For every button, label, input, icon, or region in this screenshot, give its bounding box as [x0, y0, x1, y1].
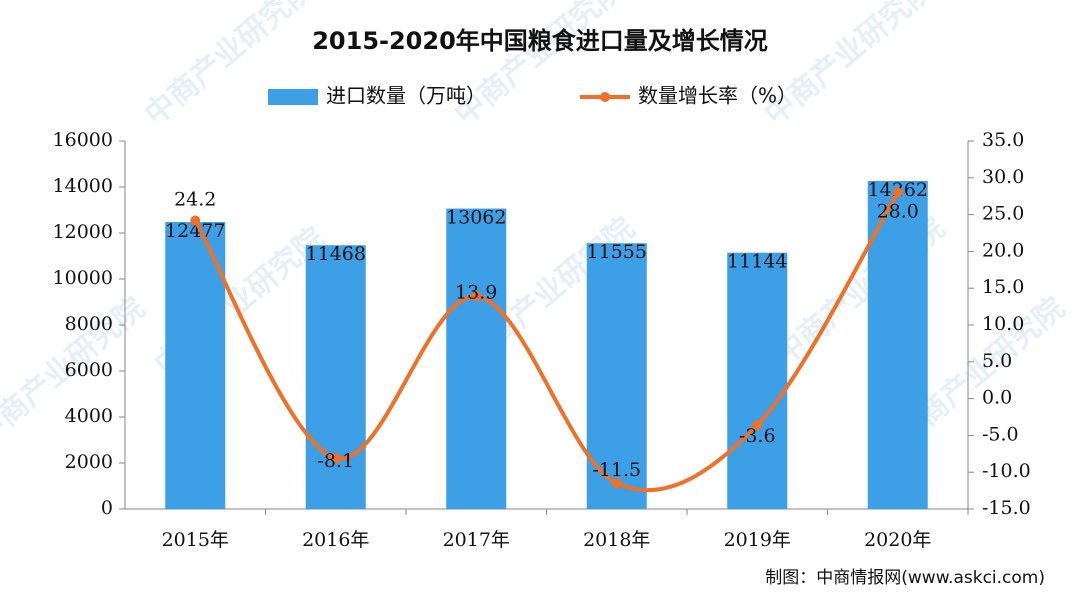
line-point: [752, 420, 763, 431]
y2-tick-label: 5.0: [982, 350, 1012, 372]
line-point: [611, 478, 622, 489]
source-note: 制图：中商情报网(www.askci.com): [765, 568, 1045, 588]
line: [193, 191, 900, 493]
line-value-label: -11.5: [592, 459, 641, 481]
line-value-label: -8.1: [317, 450, 354, 472]
bar: [727, 252, 788, 510]
y-tick-label: 0: [101, 497, 113, 519]
y2-tick-label: 35.0: [982, 129, 1024, 151]
bar: [305, 245, 366, 509]
y2-tick-label: -15.0: [982, 497, 1031, 519]
legend-label: 进口数量（万吨）: [326, 84, 486, 108]
bar-value-label: 11468: [306, 243, 366, 265]
x-tick-label: 2018年: [583, 529, 650, 551]
line-point: [330, 453, 341, 464]
y-tick-label: 10000: [53, 267, 113, 289]
y2-tick-label: 20.0: [982, 239, 1024, 261]
x-tick-label: 2015年: [162, 529, 229, 551]
line-value-label: -3.6: [739, 425, 776, 447]
line-value-label: 13.9: [455, 281, 497, 303]
bar-value-label: 13062: [446, 207, 506, 229]
watermark: 中商产业研究院: [448, 0, 631, 133]
bar: [165, 222, 226, 510]
legend-label: 数量增长率（%）: [638, 84, 797, 108]
y2-tick-label: 25.0: [982, 203, 1024, 225]
bar: [867, 180, 928, 509]
bar-value-label: 12477: [165, 220, 225, 242]
y-tick-label: 4000: [65, 405, 113, 427]
y-tick-label: 8000: [65, 313, 113, 335]
y2-tick-label: 15.0: [982, 276, 1024, 298]
x-tick-label: 2016年: [302, 529, 369, 551]
y-tick-label: 14000: [53, 175, 113, 197]
bar: [446, 208, 507, 509]
y-tick-label: 12000: [53, 221, 113, 243]
x-tick-label: 2019年: [724, 529, 791, 551]
y-tick-label: 2000: [65, 451, 113, 473]
line-point: [190, 215, 201, 226]
line-point: [892, 187, 903, 198]
watermark: 中商产业研究院: [138, 0, 321, 133]
bar-value-label: 11144: [727, 251, 787, 273]
y-tick-label: 6000: [65, 359, 113, 381]
y2-tick-label: 10.0: [982, 313, 1024, 335]
y-tick-label: 16000: [53, 129, 113, 151]
y2-tick-label: -10.0: [982, 460, 1031, 482]
x-tick-label: 2020年: [864, 529, 931, 551]
y2-tick-label: 30.0: [982, 166, 1024, 188]
x-tick-label: 2017年: [443, 529, 510, 551]
watermark: 中商产业研究院: [758, 0, 941, 133]
line-value-label: 28.0: [877, 201, 919, 223]
y2-tick-label: 0.0: [982, 387, 1012, 409]
line-value-label: 24.2: [174, 188, 216, 210]
legend-swatch: [268, 89, 318, 105]
bar-value-label: 11555: [587, 241, 647, 263]
legend-swatch-point: [600, 92, 610, 102]
line-point: [471, 291, 482, 302]
y2-tick-label: -5.0: [982, 423, 1019, 445]
chart-title: 2015-2020年中国粮食进口量及增长情况: [312, 27, 768, 55]
